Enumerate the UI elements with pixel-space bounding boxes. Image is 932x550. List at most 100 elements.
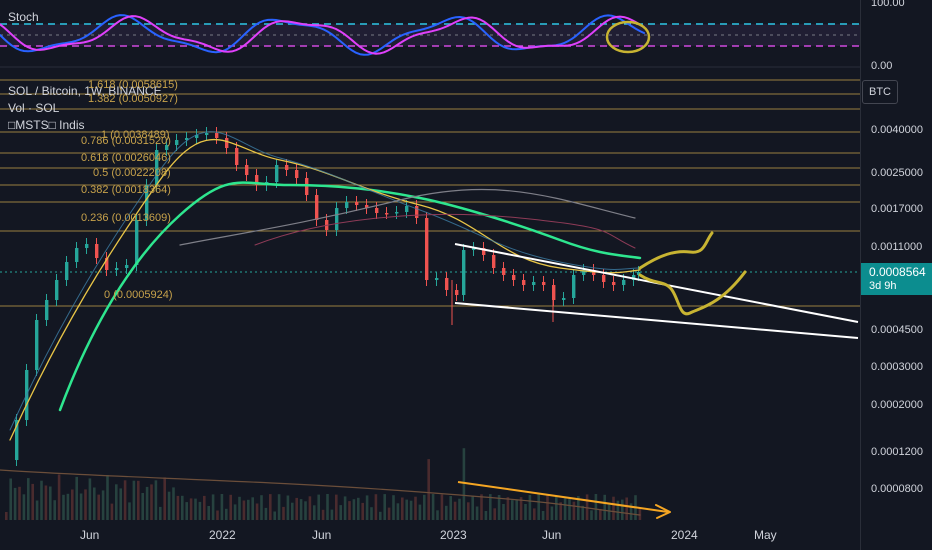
volume-bar xyxy=(233,504,237,520)
volume-bar xyxy=(343,496,347,520)
candle-body xyxy=(455,290,459,295)
volume-bar xyxy=(62,494,65,520)
candle-body xyxy=(35,320,39,370)
volume-bar xyxy=(53,500,56,520)
volume-bar xyxy=(453,501,457,520)
volume-bar xyxy=(607,504,611,520)
volume-bar xyxy=(299,499,303,520)
time-tick: Jun xyxy=(312,528,332,542)
volume-bar xyxy=(423,494,426,520)
chart-canvas[interactable] xyxy=(0,0,860,550)
symbol-title[interactable]: SOL / Bitcoin, 1W, BINANCE xyxy=(8,84,162,98)
lower-trendline xyxy=(454,302,859,339)
candle-body xyxy=(365,205,369,208)
volume-bar xyxy=(27,478,30,520)
volume-bar xyxy=(66,493,70,520)
volume-bar xyxy=(374,494,378,520)
volume-bar xyxy=(123,480,127,520)
volume-bar xyxy=(163,477,166,520)
volume-bar xyxy=(84,489,87,520)
volume-bar xyxy=(128,502,131,520)
volume-bar xyxy=(145,486,149,520)
candle-body xyxy=(95,244,99,258)
volume-bar xyxy=(445,505,448,520)
volume-bar xyxy=(247,499,250,520)
volume-bar xyxy=(357,497,360,520)
projection-path-down xyxy=(638,270,747,316)
volume-bar xyxy=(480,494,483,520)
candle-body xyxy=(492,255,496,268)
volume-bar xyxy=(97,494,100,520)
volume-bar xyxy=(93,487,96,520)
volume-bar xyxy=(590,510,593,520)
stoch-label: Stoch xyxy=(8,10,39,24)
volume-bar xyxy=(181,495,184,520)
volume-bar xyxy=(330,509,334,520)
volume-bar xyxy=(286,495,290,520)
volume-bar xyxy=(387,507,391,520)
candle-body xyxy=(185,138,189,140)
volume-bar xyxy=(392,495,395,520)
volume-bar xyxy=(572,501,576,520)
volume-bar xyxy=(106,475,109,520)
volume-bar xyxy=(207,506,210,520)
volume-bar xyxy=(194,498,197,520)
volume-bar xyxy=(577,496,580,520)
volume-bar xyxy=(541,511,545,520)
volume-bar xyxy=(273,511,276,520)
candle-body xyxy=(512,275,516,280)
volume-bar xyxy=(255,503,259,520)
volume-bar xyxy=(427,459,430,520)
candle-body xyxy=(532,282,536,285)
volume-bar xyxy=(79,493,83,520)
candle-body xyxy=(105,258,109,270)
stoch-indicator-pane[interactable]: Stoch xyxy=(0,0,860,66)
msts-indicator-label[interactable]: □MSTS□ Indis xyxy=(8,118,85,132)
volume-bar xyxy=(458,498,461,520)
volume-bar xyxy=(511,500,514,520)
candle-body xyxy=(245,165,249,175)
candle-body xyxy=(395,212,399,214)
volume-bar xyxy=(475,506,479,520)
bar-countdown: 3d 9h xyxy=(869,280,897,292)
volume-bar xyxy=(506,497,510,520)
volume-indicator-label[interactable]: Vol · SOL xyxy=(8,101,60,115)
volume-bar xyxy=(616,500,620,520)
volume-bar xyxy=(9,478,12,520)
candle-body xyxy=(125,265,129,268)
candle-body xyxy=(435,278,439,280)
volume-bar xyxy=(269,494,272,520)
volume-bar xyxy=(365,495,369,520)
volume-bar xyxy=(291,502,294,520)
candle-body xyxy=(355,202,359,205)
volume-bar xyxy=(471,495,474,520)
ma-200-line xyxy=(58,181,642,412)
volume-bar xyxy=(141,493,144,520)
candle-body xyxy=(205,133,209,135)
volume-bar xyxy=(405,499,408,520)
candle-body xyxy=(75,248,79,262)
price-tick: 0.0002000 xyxy=(871,399,923,411)
volume-bar xyxy=(277,494,281,520)
candle-body xyxy=(255,175,259,185)
volume-bar xyxy=(242,500,246,520)
ma-line-maroon xyxy=(254,213,636,249)
currency-button[interactable]: BTC xyxy=(862,80,898,104)
volume-bar xyxy=(550,506,554,520)
candle-body xyxy=(425,218,429,280)
volume-bar xyxy=(88,478,92,520)
volume-bar xyxy=(401,497,404,520)
volume-bar xyxy=(229,494,232,520)
candle-body xyxy=(552,285,556,300)
fib-label-05: 0.5 (0.0022208) xyxy=(93,167,171,179)
volume-bar xyxy=(137,480,140,520)
candle-body xyxy=(385,213,389,215)
volume-bar xyxy=(621,499,624,520)
volume-bar xyxy=(515,500,518,520)
candle-body xyxy=(345,202,349,208)
price-axis[interactable]: 100.00 0.00 0.0040000 0.0025000 0.001700… xyxy=(860,0,932,550)
candle-body xyxy=(145,185,149,220)
time-tick: May xyxy=(754,528,777,542)
volume-bar xyxy=(71,489,74,520)
volume-bar xyxy=(167,491,171,520)
